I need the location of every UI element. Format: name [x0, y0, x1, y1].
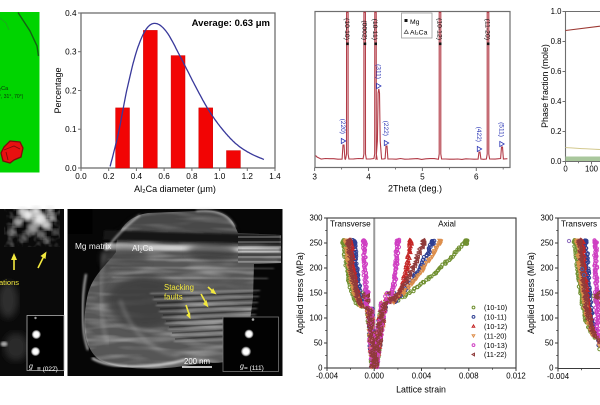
svg-text:0.8: 0.8 — [186, 172, 198, 181]
svg-text:0.2: 0.2 — [65, 86, 77, 95]
svg-text:0.2: 0.2 — [103, 172, 115, 181]
svg-text:(311): (311) — [374, 64, 381, 79]
svg-text:(10-10): (10-10) — [484, 303, 507, 312]
svg-text:Applied stress (MPa): Applied stress (MPa) — [295, 252, 305, 334]
svg-text:0.0: 0.0 — [551, 157, 563, 166]
svg-text:250: 250 — [540, 239, 554, 248]
svg-text:0.4: 0.4 — [131, 172, 143, 181]
svg-text:-0.004: -0.004 — [316, 372, 339, 381]
svg-text:4: 4 — [366, 173, 371, 182]
svg-text:Average: 0.63 μm: Average: 0.63 μm — [192, 18, 270, 29]
svg-text:Al₂Ca: Al₂Ca — [410, 30, 428, 37]
svg-text:(10-12): (10-12) — [484, 322, 507, 331]
svg-text:2Theta (deg.): 2Theta (deg.) — [388, 184, 442, 194]
svg-text:0.008: 0.008 — [459, 372, 479, 381]
svg-text:(220): (220) — [339, 119, 346, 134]
svg-text:1.0: 1.0 — [214, 172, 226, 181]
svg-text:-0.004: -0.004 — [547, 372, 570, 381]
svg-text:Lattice strain: Lattice strain — [396, 385, 446, 395]
svg-text:200: 200 — [309, 264, 323, 273]
svg-text:Stacking: Stacking — [164, 283, 194, 292]
svg-text:200: 200 — [540, 264, 554, 273]
svg-text:Transverse: Transverse — [330, 220, 371, 229]
svg-text:100: 100 — [540, 314, 554, 323]
svg-text:0.8: 0.8 — [551, 37, 562, 46]
svg-text:0.0: 0.0 — [65, 164, 77, 173]
svg-text:300: 300 — [309, 214, 323, 223]
svg-text:1.2: 1.2 — [242, 172, 254, 181]
svg-text:Al2Ca: Al2Ca — [132, 243, 153, 255]
svg-text:0.4: 0.4 — [65, 9, 77, 18]
svg-text:(10-13): (10-13) — [484, 341, 507, 350]
svg-text:Mg: Mg — [410, 19, 420, 26]
svg-text:150: 150 — [309, 289, 323, 298]
svg-text:50: 50 — [314, 339, 323, 348]
svg-text:ations: ations — [0, 278, 19, 287]
svg-text:0.012: 0.012 — [506, 372, 526, 381]
svg-text:0.6: 0.6 — [551, 67, 562, 76]
svg-text:0.3: 0.3 — [65, 48, 77, 57]
svg-text:Phase fraction (mole): Phase fraction (mole) — [540, 44, 550, 128]
svg-text:(511): (511) — [498, 122, 505, 137]
svg-text:50: 50 — [545, 339, 554, 348]
svg-text:Axial: Axial — [438, 220, 456, 229]
svg-text:1.4: 1.4 — [269, 172, 281, 181]
svg-text:Mg matrix: Mg matrix — [75, 241, 112, 251]
svg-text:0.004: 0.004 — [412, 372, 432, 381]
svg-text:Percentage: Percentage — [53, 67, 63, 113]
svg-text:(10-11): (10-11) — [371, 19, 378, 40]
svg-text:(10-11): (10-11) — [484, 313, 507, 322]
svg-text:0.2: 0.2 — [551, 127, 562, 136]
svg-text:0.0: 0.0 — [75, 172, 87, 181]
svg-text:g: g — [29, 364, 33, 371]
svg-text:Applied stress (MPa): Applied stress (MPa) — [526, 252, 536, 334]
svg-text:100: 100 — [309, 314, 323, 323]
svg-text:250: 250 — [309, 239, 323, 248]
svg-text:(422): (422) — [475, 127, 482, 142]
svg-text:5: 5 — [420, 173, 425, 182]
svg-text:150: 150 — [540, 289, 554, 298]
svg-text:(11-22): (11-22) — [484, 350, 507, 359]
svg-text:6: 6 — [474, 173, 479, 182]
svg-text:₂Ca: ₂Ca — [0, 86, 9, 92]
svg-text:1.0: 1.0 — [551, 7, 563, 16]
svg-text:100: 100 — [585, 165, 599, 174]
svg-text:≡ (022̄): ≡ (022̄) — [37, 366, 58, 373]
svg-text:Transvers: Transvers — [561, 220, 597, 229]
svg-text:(11-20): (11-20) — [484, 331, 507, 340]
svg-text:Al₂Ca diameter (μm): Al₂Ca diameter (μm) — [134, 184, 216, 194]
svg-text:(11-20): (11-20) — [484, 19, 491, 40]
svg-text:0.000: 0.000 — [364, 372, 384, 381]
svg-text:300: 300 — [540, 214, 554, 223]
svg-text:(0002): (0002) — [360, 20, 367, 40]
svg-text:0.1: 0.1 — [65, 125, 77, 134]
svg-text:faults: faults — [164, 293, 183, 302]
svg-text:0: 0 — [563, 165, 568, 174]
svg-text:0.6: 0.6 — [158, 172, 170, 181]
svg-text:°, 31°, 70°): °, 31°, 70°) — [0, 94, 24, 100]
svg-text:= (111̄): = (111̄) — [244, 365, 264, 372]
svg-text:(222): (222) — [382, 121, 389, 136]
svg-text:(10-12): (10-12) — [436, 18, 443, 40]
svg-text:(10-10): (10-10) — [343, 18, 350, 40]
svg-text:3: 3 — [312, 173, 317, 182]
svg-text:200 nm: 200 nm — [184, 357, 210, 366]
svg-text:0.4: 0.4 — [551, 97, 563, 106]
